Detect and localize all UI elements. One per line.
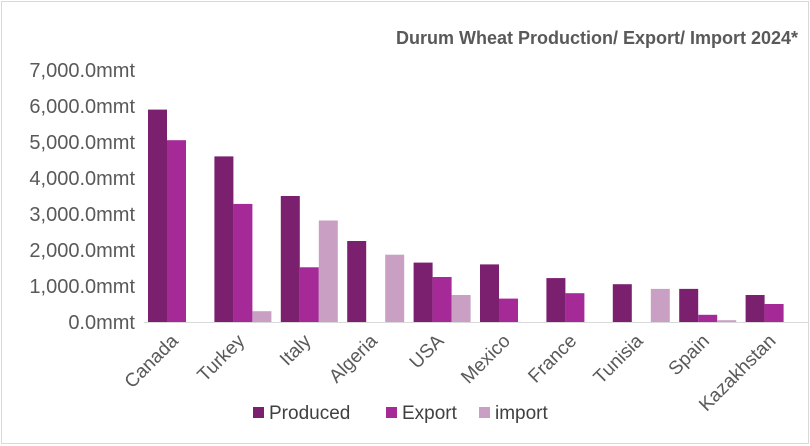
- y-tick-label: 3,000.0mmt: [29, 204, 135, 226]
- legend-swatch-export: [386, 407, 397, 418]
- bar-produced-algeria: [347, 241, 367, 322]
- y-tick-label: 4,000.0mmt: [29, 168, 135, 190]
- legend-label-export: Export: [402, 403, 458, 424]
- x-tick-label: France: [524, 331, 581, 388]
- chart-title: Durum Wheat Production/ Export/ Import 2…: [396, 28, 798, 48]
- bar-import-usa: [451, 295, 471, 322]
- bar-produced-usa: [413, 262, 433, 322]
- x-tick-label: USA: [406, 330, 449, 373]
- y-tick-label: 0.0mmt: [68, 312, 135, 334]
- bar-export-mexico: [499, 298, 518, 322]
- bar-import-italy: [318, 220, 338, 322]
- x-tick-label: Italy: [276, 330, 316, 370]
- bars: [148, 109, 784, 322]
- bar-import-spain: [717, 320, 737, 322]
- y-tick-label: 2,000.0mmt: [29, 240, 135, 262]
- legend-swatch-produced: [253, 407, 264, 418]
- bar-import-tunisia: [650, 288, 670, 322]
- y-tick-label: 1,000.0mmt: [29, 276, 135, 298]
- bar-export-kazakhstan: [764, 304, 784, 322]
- legend-label-produced: Produced: [269, 403, 350, 424]
- y-tick-label: 5,000.0mmt: [29, 132, 135, 154]
- bar-export-spain: [698, 314, 718, 322]
- legend-label-import: import: [495, 403, 549, 424]
- y-tick-label: 6,000.0mmt: [29, 96, 135, 118]
- y-tick-label: 7,000.0mmt: [29, 60, 135, 82]
- x-tick-label: Tunisia: [590, 330, 648, 388]
- bar-produced-france: [546, 278, 566, 322]
- x-tick-label: Algeria: [325, 330, 382, 387]
- bar-produced-mexico: [480, 264, 499, 322]
- bar-import-algeria: [385, 254, 405, 322]
- bar-produced-tunisia: [612, 284, 632, 322]
- bar-produced-kazakhstan: [745, 295, 765, 322]
- bar-export-usa: [432, 277, 452, 322]
- x-tick-label: Turkey: [194, 330, 250, 386]
- bar-export-turkey: [233, 203, 253, 322]
- x-tick-label: Spain: [665, 331, 714, 380]
- bar-import-turkey: [252, 311, 272, 322]
- bar-produced-turkey: [214, 156, 234, 322]
- bar-export-canada: [167, 140, 186, 322]
- bar-export-italy: [299, 267, 319, 322]
- bar-produced-canada: [148, 109, 167, 322]
- bar-export-france: [565, 293, 585, 322]
- y-axis: 0.0mmt 1,000.0mmt 2,000.0mmt 3,000.0mmt 4,00…: [29, 60, 135, 334]
- bar-produced-italy: [280, 196, 300, 322]
- x-tick-label: Canada: [121, 330, 183, 392]
- x-tick-label: Mexico: [457, 331, 514, 388]
- legend-swatch-import: [479, 407, 490, 418]
- bar-produced-spain: [679, 288, 699, 322]
- legend: Produced Export import: [253, 403, 549, 424]
